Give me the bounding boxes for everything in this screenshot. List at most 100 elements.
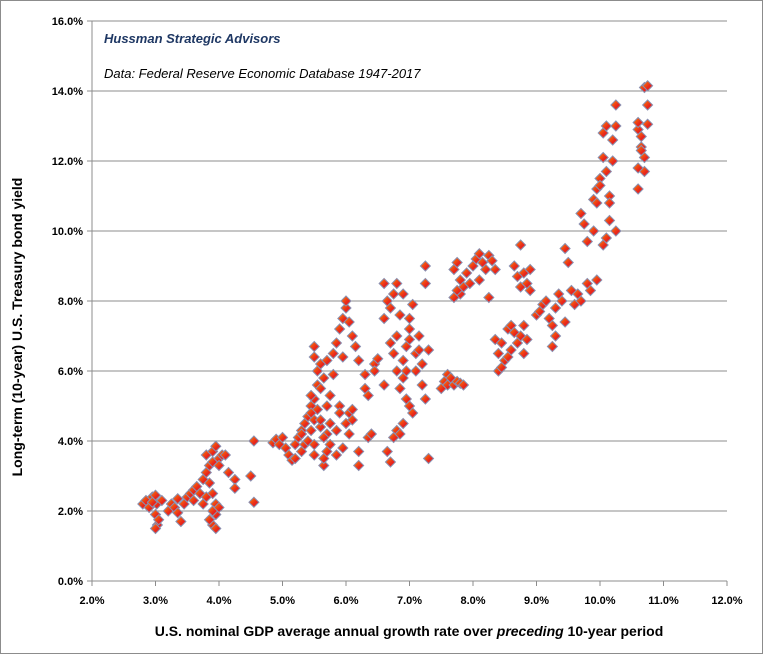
data-point — [394, 309, 406, 321]
x-axis-title-part2: 10-year period — [563, 623, 664, 639]
data-point — [152, 514, 165, 526]
source-name-annotation: Hussman Strategic Advisors — [104, 31, 281, 46]
data-point — [321, 400, 333, 412]
data-point — [378, 312, 390, 325]
data-point — [314, 421, 327, 433]
data-point — [229, 482, 241, 494]
data-point — [514, 239, 527, 251]
data-point — [321, 354, 333, 367]
data-point — [213, 459, 225, 472]
data-point — [632, 162, 644, 174]
x-axis-title: U.S. nominal GDP average annual growth r… — [91, 623, 727, 639]
data-point — [248, 435, 260, 447]
data-point — [575, 207, 587, 220]
data-point — [603, 214, 616, 227]
data-point — [422, 344, 435, 356]
data-point — [603, 197, 616, 209]
data-point — [394, 428, 406, 440]
x-tick-label: 4.0% — [206, 595, 231, 607]
data-point — [346, 403, 359, 416]
data-point — [305, 407, 317, 419]
data-point — [327, 368, 340, 381]
data-point — [422, 452, 435, 465]
data-point — [397, 417, 409, 430]
data-point — [559, 316, 571, 328]
data-point — [521, 333, 533, 346]
data-point — [308, 340, 320, 353]
x-axis-title-part1: U.S. nominal GDP average annual growth r… — [154, 623, 497, 639]
x-tick-label: 7.0% — [397, 595, 422, 607]
data-point — [391, 365, 403, 377]
data-point — [314, 382, 327, 395]
data-point — [381, 445, 393, 458]
data-point — [606, 134, 619, 146]
data-point — [410, 365, 422, 377]
data-point — [606, 155, 619, 167]
data-point — [378, 379, 390, 391]
data-point — [384, 302, 397, 314]
data-point — [451, 256, 463, 269]
data-point — [556, 295, 568, 307]
data-point — [473, 248, 486, 260]
data-point — [343, 428, 355, 440]
data-point — [546, 340, 559, 353]
data-point — [362, 389, 374, 402]
data-point — [314, 414, 327, 426]
data-point — [524, 263, 536, 276]
data-point — [492, 347, 505, 360]
data-point — [562, 256, 574, 269]
data-point — [333, 323, 346, 335]
data-point — [581, 235, 594, 248]
data-point — [549, 330, 562, 342]
x-tick-label: 3.0% — [143, 595, 168, 607]
data-point — [632, 183, 644, 195]
data-point — [318, 372, 330, 384]
y-tick-label: 0.0% — [58, 576, 83, 588]
data-point — [394, 382, 406, 395]
data-point — [197, 498, 209, 510]
y-tick-label: 10.0% — [52, 226, 83, 238]
x-tick-label: 12.0% — [711, 595, 742, 607]
data-point — [591, 197, 603, 209]
data-point — [391, 330, 403, 342]
data-point — [343, 316, 355, 328]
data-point — [210, 522, 222, 535]
data-point — [305, 424, 317, 437]
data-point — [540, 295, 552, 307]
data-point — [584, 284, 597, 297]
y-tick-label: 16.0% — [52, 16, 83, 28]
data-source-annotation: Data: Federal Reserve Economic Database … — [104, 66, 421, 81]
data-point — [479, 263, 492, 276]
data-points — [137, 80, 654, 535]
data-point — [457, 379, 470, 391]
data-point — [149, 522, 162, 535]
data-point — [400, 365, 413, 377]
x-tick-label: 8.0% — [460, 595, 485, 607]
data-point — [352, 445, 365, 458]
data-point — [413, 344, 425, 356]
y-tick-label: 12.0% — [52, 156, 83, 168]
data-point — [403, 333, 416, 346]
data-point — [245, 470, 257, 482]
data-point — [641, 99, 654, 111]
data-point — [406, 407, 419, 419]
data-point — [378, 277, 390, 290]
data-point — [419, 393, 432, 405]
tick-labels: 0.0% 2.0% 4.0% 6.0% 8.0% 10.0% 12.0% 14.0% 16.0%… — [52, 16, 743, 607]
x-tick-label: 6.0% — [333, 595, 358, 607]
data-point — [451, 284, 463, 297]
data-point — [330, 449, 343, 461]
data-point — [403, 312, 416, 325]
data-point — [318, 431, 330, 444]
data-point — [403, 323, 416, 335]
data-point — [597, 151, 609, 164]
data-point — [203, 514, 216, 526]
data-point — [352, 459, 365, 472]
data-point — [219, 449, 232, 461]
data-point — [295, 428, 308, 440]
data-point — [406, 298, 419, 311]
data-point — [387, 288, 400, 300]
data-point — [483, 291, 495, 304]
data-point — [213, 501, 225, 514]
